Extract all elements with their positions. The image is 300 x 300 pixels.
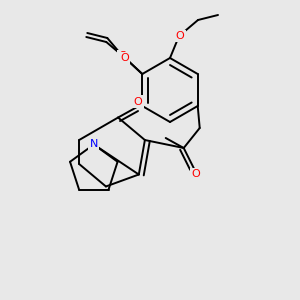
Text: N: N [90, 140, 98, 149]
Text: O: O [191, 169, 200, 179]
Text: O: O [120, 53, 129, 63]
Text: O: O [134, 97, 142, 106]
Text: O: O [118, 51, 127, 61]
Text: O: O [176, 31, 184, 41]
